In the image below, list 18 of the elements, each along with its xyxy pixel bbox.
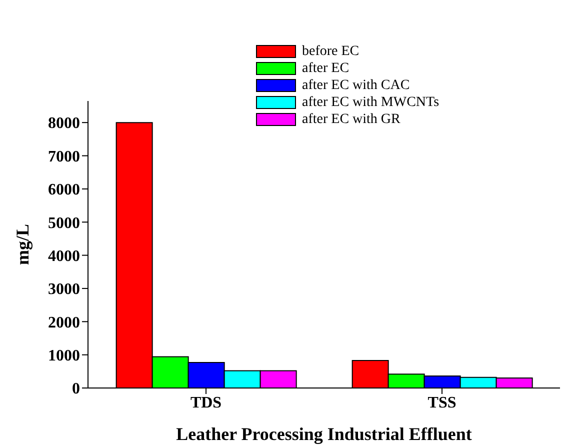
y-tick-label: 6000 — [48, 182, 80, 199]
x-axis-title: Leather Processing Industrial Effluent — [176, 424, 472, 444]
y-tick-label: 3000 — [48, 281, 80, 298]
legend-label: after EC with CAC — [302, 78, 410, 94]
y-tick-label: 0 — [72, 380, 80, 398]
y-axis-title: mg/L — [12, 224, 32, 266]
y-tick-label: 1000 — [48, 348, 80, 364]
x-tick-label: TDS — [190, 394, 222, 412]
legend-label: before EC — [302, 44, 360, 60]
y-tick-label: 4000 — [48, 248, 80, 265]
y-tick-label: 2000 — [48, 314, 80, 332]
y-tick-label: 5000 — [48, 214, 80, 232]
y-tick-label: 8000 — [48, 115, 80, 132]
legend-label: after EC with MWCNTs — [302, 94, 440, 110]
legend-label: after EC with GR — [302, 112, 400, 128]
y-tick-label: 7000 — [48, 148, 80, 166]
x-tick-label: TSS — [428, 394, 456, 412]
legend-label: after EC — [302, 60, 350, 76]
